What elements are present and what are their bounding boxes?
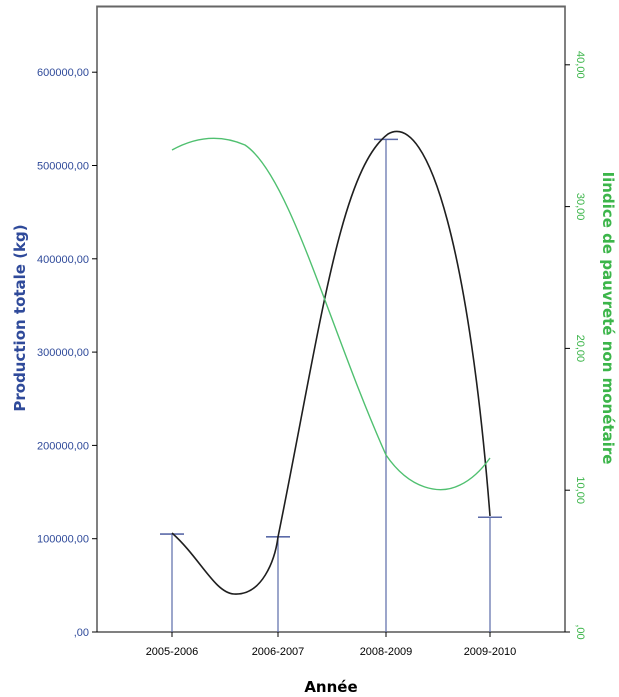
- production-curve: [171, 130, 491, 595]
- right-tick-label: 40,00: [574, 51, 586, 79]
- left-tick-label: ,00: [74, 627, 89, 639]
- x-axis-title: Année: [304, 678, 357, 696]
- y2-axis-title: Iindice de pauvreté non monétaire: [599, 172, 617, 465]
- pauvrete-curve: [171, 137, 491, 491]
- plot-frame: [96, 5, 566, 633]
- right-tick-label: 30,00: [574, 193, 586, 221]
- x-tick-label: 2009-2010: [464, 646, 517, 658]
- y-axis-title: Production totale (kg): [11, 224, 29, 411]
- left-axis-ticks: ,00 100000,00 200000,00 300000,00 400000,00 5…: [37, 67, 97, 639]
- left-tick-label: 500000,00: [37, 161, 89, 173]
- x-axis-ticks: 2005-2006 2006-2007 2008-2009 2009-2010: [146, 632, 517, 658]
- bars-layer: [160, 138, 502, 632]
- right-axis-ticks: ,00 10,00 20,00 30,00 40,00: [565, 51, 586, 640]
- right-tick-label: ,00: [574, 624, 586, 639]
- left-tick-label: 200000,00: [37, 440, 89, 452]
- x-tick-label: 2005-2006: [146, 646, 199, 658]
- left-tick-label: 300000,00: [37, 347, 89, 359]
- left-tick-label: 100000,00: [37, 534, 89, 546]
- x-tick-label: 2008-2009: [360, 646, 413, 658]
- left-tick-label: 400000,00: [37, 254, 89, 266]
- left-tick-label: 600000,00: [37, 67, 89, 79]
- x-tick-label: 2006-2007: [252, 646, 305, 658]
- right-tick-label: 20,00: [574, 335, 586, 363]
- right-tick-label: 10,00: [574, 476, 586, 504]
